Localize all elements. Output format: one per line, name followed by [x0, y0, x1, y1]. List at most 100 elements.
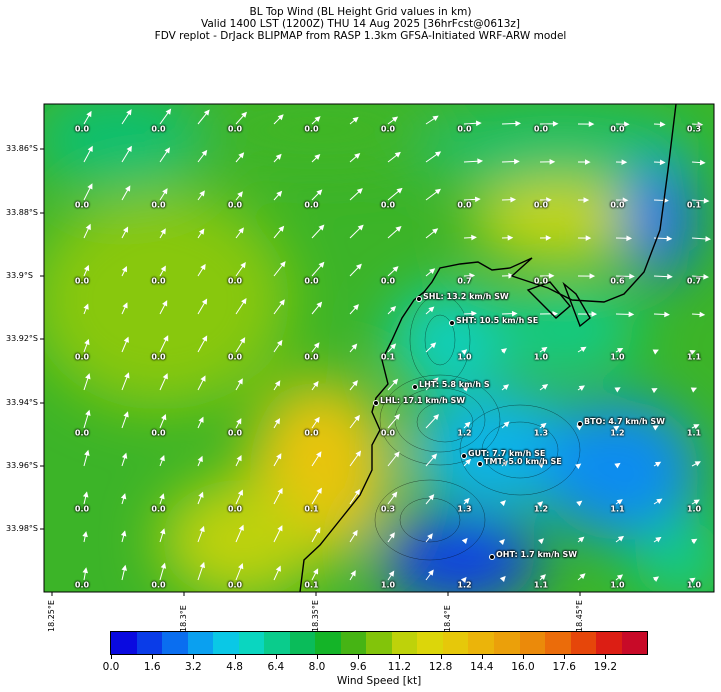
harbour-breakwater [526, 281, 591, 328]
station-marker [489, 554, 495, 560]
colorbar-tick: 1.6 [143, 661, 161, 673]
grid-value: 1.0 [533, 352, 549, 362]
colorbar-segment [366, 632, 392, 654]
grid-value: 1.3 [533, 428, 549, 438]
grid-value: 0.0 [227, 124, 243, 134]
colorbar-tick: 0.0 [102, 661, 120, 673]
colorbar-segment [136, 632, 163, 654]
grid-value: 0.1 [686, 200, 702, 210]
grid-value: 0.1 [304, 504, 319, 514]
grid-value: 1.1 [686, 428, 702, 438]
longitude-label: 18.4°E [443, 605, 452, 632]
grid-value: 1.2 [610, 428, 625, 438]
grid-value: 0.0 [227, 200, 243, 210]
station-marker [416, 296, 422, 302]
colorbar [110, 631, 648, 655]
grid-value: 0.0 [380, 124, 396, 134]
colorbar-tick: 14.4 [470, 661, 494, 673]
grid-value: 0.0 [151, 200, 166, 210]
grid-value: 0.0 [74, 276, 90, 286]
grid-value: 0.1 [380, 352, 396, 362]
grid-value: 0.0 [533, 124, 549, 134]
grid-value: 0.0 [74, 124, 90, 134]
grid-value: 1.2 [533, 504, 549, 514]
grid-value: 0.7 [686, 276, 702, 286]
latitude-label: 33.94°S [6, 398, 38, 407]
grid-value: 0.0 [74, 200, 90, 210]
grid-value: 0.0 [151, 580, 166, 590]
station-label: LHL: 17.1 km/h SW [380, 396, 466, 405]
grid-value: 0.0 [304, 276, 319, 286]
colorbar-tick: 4.8 [226, 661, 243, 673]
grid-value: 1.0 [686, 580, 702, 590]
grid-value: 0.0 [227, 504, 243, 514]
grid-value: 1.0 [610, 352, 625, 362]
grid-value: 1.0 [457, 352, 472, 362]
colorbar-segment [570, 632, 597, 654]
grid-value: 0.0 [227, 276, 243, 286]
latitude-label: 33.92°S [6, 334, 38, 343]
grid-value: 1.2 [457, 428, 472, 438]
colorbar-segment [264, 632, 290, 654]
colorbar-segment [162, 632, 188, 654]
colorbar-segment [442, 632, 469, 654]
colorbar-segment [417, 632, 443, 654]
colorbar-tick: 19.2 [593, 661, 618, 673]
grid-value: 0.1 [304, 580, 319, 590]
longitude-label: 18.25°E [47, 600, 56, 632]
grid-value: 0.0 [74, 504, 90, 514]
colorbar-label: Wind Speed [kt] [336, 675, 422, 687]
station-marker [373, 400, 379, 406]
colorbar-tick: 17.6 [552, 661, 576, 673]
colorbar-segment [315, 632, 341, 654]
grid-value: 0.0 [380, 276, 396, 286]
terrain-contours [374, 294, 581, 561]
grid-value: 0.0 [304, 352, 319, 362]
colorbar-segment [545, 632, 571, 654]
longitude-label: 18.45°E [575, 600, 584, 632]
station-marker [577, 421, 583, 427]
colorbar-segment [289, 632, 316, 654]
colorbar-segment [111, 632, 137, 654]
colorbar-segment [187, 632, 214, 654]
colorbar-segment [340, 632, 367, 654]
colorbar-tick: 11.2 [387, 661, 412, 673]
station-label: SHL: 13.2 km/h SW [423, 292, 509, 301]
grid-value: 1.0 [380, 580, 396, 590]
title-line-1: BL Top Wind (BL Height Grid values in km… [249, 6, 472, 18]
grid-value: 0.0 [227, 580, 243, 590]
grid-value: 0.3 [380, 504, 396, 514]
grid-value: 1.0 [686, 504, 702, 514]
grid-value: 0.0 [304, 200, 319, 210]
colorbar-segment [621, 632, 648, 654]
colorbar-segment [596, 632, 622, 654]
colorbar-segment [519, 632, 546, 654]
grid-value: 1.2 [457, 580, 472, 590]
station-label: TMT: 5.0 km/h SE [484, 457, 562, 466]
coastline [299, 104, 677, 592]
grid-value: 0.0 [151, 124, 166, 134]
latitude-label: 33.88°S [6, 208, 38, 217]
colorbar-tick: 6.4 [267, 661, 285, 673]
longitude-label: 18.35°E [311, 600, 320, 632]
colorbar-tick: 9.6 [349, 661, 367, 673]
latitude-label: 33.98°S [6, 524, 38, 533]
colorbar-segment [213, 632, 239, 654]
station-label: BTO: 4.7 km/h SW [584, 417, 665, 426]
grid-value: 1.1 [686, 352, 702, 362]
grid-value: 0.0 [533, 276, 549, 286]
colorbar-tick: 12.8 [428, 661, 453, 673]
grid-value: 0.7 [457, 276, 472, 286]
station-marker [412, 384, 418, 390]
grid-value: 0.0 [610, 124, 625, 134]
grid-value: 0.0 [610, 200, 625, 210]
longitude-label: 18.3°E [179, 605, 188, 632]
grid-value: 0.0 [74, 428, 90, 438]
grid-value: 0.0 [74, 580, 90, 590]
map-frame [43, 103, 715, 593]
station-marker [449, 320, 455, 326]
grid-value: 0.0 [151, 276, 166, 286]
grid-value: 0.0 [380, 200, 396, 210]
grid-value: 0.0 [304, 428, 319, 438]
grid-value: 0.0 [457, 124, 472, 134]
